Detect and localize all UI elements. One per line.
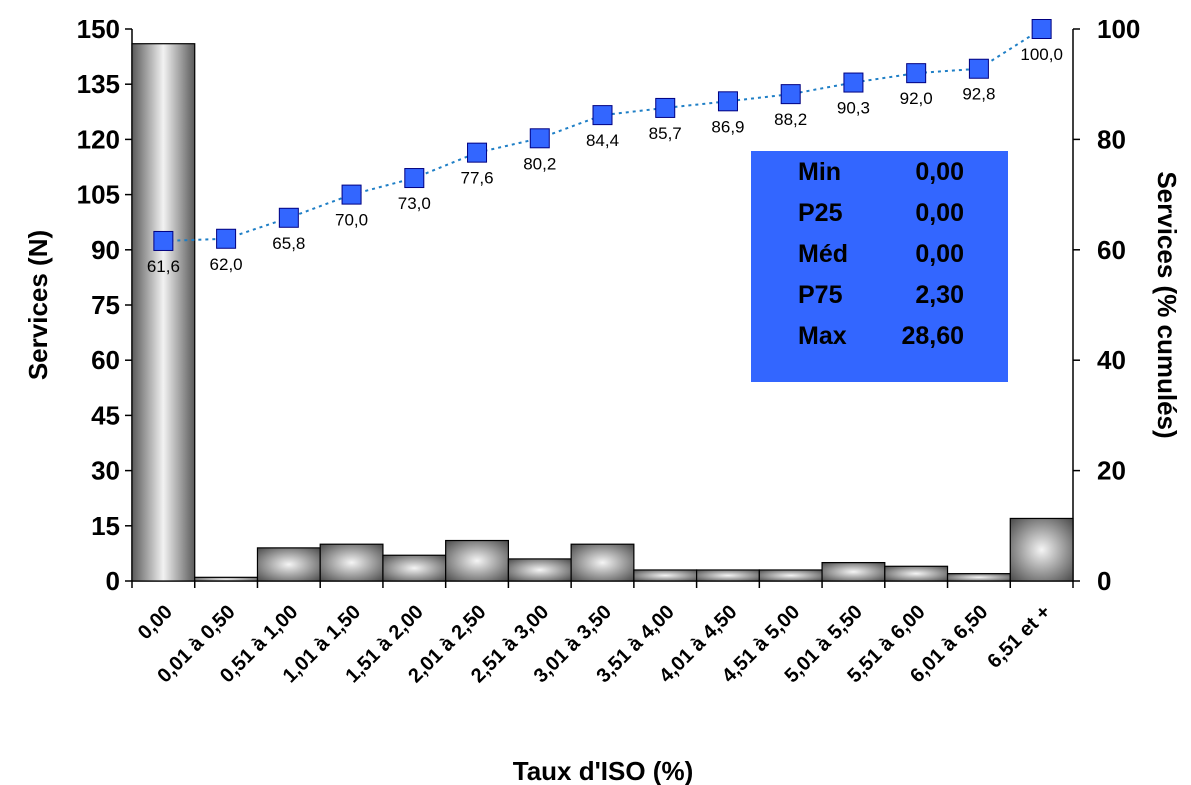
stats-label-p25: P25: [798, 199, 843, 227]
left-y-tick-label: 90: [91, 235, 120, 265]
left-y-tick-label: 75: [91, 290, 120, 320]
x-ticks: 0,000,01 à 0,500,51 à 1,001,01 à 1,501,5…: [132, 581, 1073, 687]
cumulative-point: [468, 143, 487, 162]
left-y-ticks: 0 15 30 45 60 75 90 105 120 135 150: [77, 14, 132, 596]
cumulative-point: [781, 85, 800, 104]
bar: [320, 544, 383, 581]
cumulative-point: [656, 98, 675, 117]
cumulative-point: [279, 208, 298, 227]
right-y-tick-label: 60: [1097, 235, 1126, 265]
cumulative-data-label: 65,8: [272, 234, 305, 253]
bar: [885, 566, 948, 581]
cumulative-point: [718, 92, 737, 111]
cumulative-data-label: 73,0: [398, 194, 431, 213]
right-y-tick-label: 20: [1097, 456, 1126, 486]
cumulative-data-label: 86,9: [711, 117, 744, 136]
cumulative-data-label: 92,0: [900, 89, 933, 108]
y-axis-title: Services (N): [23, 230, 53, 380]
y2-axis-title: Services (% cumulés): [1152, 171, 1182, 438]
stats-box: Min 0,00 P25 0,00 Méd 0,00 P75 2,30 Max …: [751, 151, 1008, 382]
cumulative-data-label: 61,6: [147, 257, 180, 276]
stats-label-med: Méd: [798, 240, 848, 268]
cumulative-data-label: 90,3: [837, 99, 870, 118]
stats-label-max: Max: [798, 322, 847, 350]
left-y-tick-label: 135: [77, 69, 120, 99]
stats-label-p75: P75: [798, 281, 843, 309]
cumulative-point: [1032, 20, 1051, 39]
right-y-tick-label: 0: [1097, 566, 1111, 596]
bar: [697, 570, 760, 581]
cumulative-point: [593, 106, 612, 125]
bar: [257, 548, 320, 581]
right-y-tick-label: 40: [1097, 345, 1126, 375]
bar: [634, 570, 697, 581]
x-axis-title: Taux d'ISO (%): [513, 756, 694, 785]
left-y-tick-label: 60: [91, 345, 120, 375]
cumulative-point: [154, 231, 173, 250]
cumulative-point: [844, 73, 863, 92]
left-y-tick-label: 45: [91, 400, 120, 430]
left-y-tick-label: 30: [91, 456, 120, 486]
bar: [446, 541, 509, 581]
cumulative-data-label: 92,8: [962, 85, 995, 104]
cumulative-point: [907, 64, 926, 83]
cumulative-data-label: 80,2: [523, 154, 556, 173]
left-y-tick-label: 105: [77, 180, 120, 210]
right-y-tick-label: 100: [1097, 14, 1140, 44]
cumulative-point: [969, 59, 988, 78]
cumulative-point: [405, 169, 424, 188]
cumulative-data-label: 88,2: [774, 110, 807, 129]
cumulative-data-label: 84,4: [586, 131, 619, 150]
stats-box-background: [751, 151, 1008, 382]
x-tick-label: 6,51 et +: [983, 601, 1055, 673]
bar: [571, 544, 634, 581]
cumulative-data-label: 70,0: [335, 211, 368, 230]
left-y-tick-label: 120: [77, 124, 120, 154]
left-y-tick-label: 0: [106, 566, 120, 596]
x-tick-label: 0,00: [134, 601, 177, 644]
bar: [383, 555, 446, 581]
cumulative-point: [217, 229, 236, 248]
bar: [822, 563, 885, 581]
stats-value-p75: 2,30: [915, 281, 964, 309]
stats-value-max: 28,60: [901, 322, 964, 350]
stats-value-med: 0,00: [915, 240, 964, 268]
cumulative-data-label: 77,6: [460, 169, 493, 188]
right-y-tick-label: 80: [1097, 124, 1126, 154]
stats-value-min: 0,00: [915, 158, 964, 186]
bar: [508, 559, 571, 581]
stats-value-p25: 0,00: [915, 199, 964, 227]
bar: [132, 44, 195, 581]
bar: [759, 570, 822, 581]
cumulative-data-label: 62,0: [210, 255, 243, 274]
cumulative-point: [342, 185, 361, 204]
right-y-ticks: 0 20 40 60 80 100: [1073, 14, 1140, 596]
cumulative-data-label: 100,0: [1020, 45, 1063, 64]
left-y-tick-label: 15: [91, 511, 120, 541]
bar: [195, 577, 258, 581]
left-y-tick-label: 150: [77, 14, 120, 44]
cumulative-data-label: 85,7: [649, 124, 682, 143]
bar: [948, 574, 1011, 581]
bar: [1010, 518, 1073, 581]
stats-label-min: Min: [798, 158, 841, 186]
cumulative-point: [530, 129, 549, 148]
